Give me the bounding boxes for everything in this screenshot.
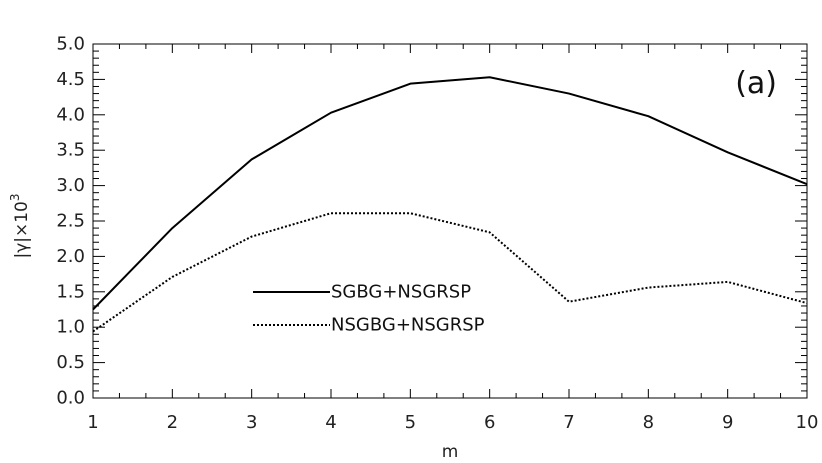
y-axis-label-base: |γ|×10 bbox=[12, 201, 32, 258]
panel-label: (a) bbox=[735, 66, 777, 101]
legend-label-dotted: NSGBG+NSGRSP bbox=[331, 315, 485, 336]
y-tick-label: 1.0 bbox=[56, 317, 85, 338]
x-tick-label: 1 bbox=[87, 412, 98, 433]
x-tick-label: 7 bbox=[563, 412, 574, 433]
x-tick-label: 8 bbox=[643, 412, 654, 433]
y-tick-label: 2.5 bbox=[56, 211, 85, 232]
series-line-solid bbox=[92, 76, 808, 311]
y-tick-label: 0.5 bbox=[56, 352, 85, 373]
x-tick-label: 3 bbox=[246, 412, 257, 433]
y-axis-label: |γ|×103 bbox=[8, 193, 32, 258]
y-tick-label: 5.0 bbox=[56, 34, 85, 55]
y-tick-label: 3.5 bbox=[56, 140, 85, 161]
series-line-dotted bbox=[92, 212, 808, 333]
x-tick-label: 6 bbox=[484, 412, 495, 433]
x-tick-label: 4 bbox=[325, 412, 336, 433]
legend: SGBG+NSGRSP NSGBG+NSGRSP bbox=[253, 282, 485, 336]
y-tick-label: 0.0 bbox=[56, 388, 85, 409]
lines-layer bbox=[92, 76, 808, 333]
x-axis-label: m bbox=[442, 442, 459, 462]
y-tick-labels: 0.0 0.5 1.0 1.5 2.0 2.5 3.0 3.5 4.0 4.5 5.0 bbox=[56, 34, 85, 409]
plot-frame bbox=[92, 43, 808, 399]
y-tick-label: 2.0 bbox=[56, 246, 85, 267]
y-tick-label: 4.5 bbox=[56, 69, 85, 90]
y-axis-label-exponent: 3 bbox=[8, 193, 22, 201]
x-tick-label: 5 bbox=[405, 412, 416, 433]
y-tick-label: 4.0 bbox=[56, 104, 85, 125]
x-tick-label: 2 bbox=[167, 412, 178, 433]
y-tick-label: 1.5 bbox=[56, 281, 85, 302]
ticks-layer bbox=[92, 43, 808, 399]
x-tick-label: 9 bbox=[722, 412, 733, 433]
x-tick-label: 10 bbox=[796, 412, 819, 433]
y-tick-label: 3.0 bbox=[56, 175, 85, 196]
legend-label-solid: SGBG+NSGRSP bbox=[331, 282, 471, 303]
x-tick-labels: 1 2 3 4 5 6 7 8 9 10 bbox=[87, 412, 818, 433]
